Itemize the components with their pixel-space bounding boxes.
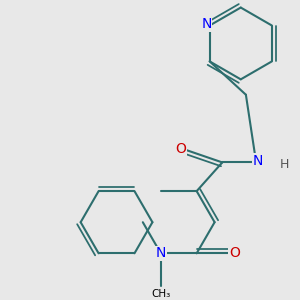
Text: N: N: [253, 154, 263, 168]
Text: O: O: [176, 142, 186, 156]
Text: N: N: [156, 246, 166, 260]
Text: H: H: [280, 158, 289, 171]
Text: O: O: [229, 246, 240, 260]
Text: CH₃: CH₃: [151, 289, 170, 299]
Text: N: N: [201, 17, 212, 31]
